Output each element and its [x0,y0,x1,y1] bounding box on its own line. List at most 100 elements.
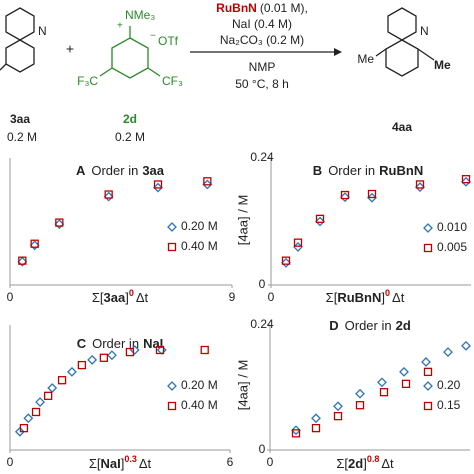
data-point [367,189,377,199]
title-compound: 3aa [142,163,164,178]
data-point [99,353,109,362]
label-part: Δt [139,456,152,471]
atom-label: CF₃ [162,74,183,88]
data-point [401,379,411,389]
panel-title: B Order in RuBnN [313,163,423,178]
compound-label: 4aa [392,120,412,134]
label-exponent: 0.3 [124,454,137,464]
data-point [461,176,471,187]
panel-letter: A [76,163,86,178]
x-tick-label: 0 [268,290,275,304]
catalyst: RuBnN [216,1,257,15]
data-point [87,354,98,365]
x-tick-label: 0 [267,455,274,469]
data-point [67,366,77,377]
panel-title: D Order in 2d [329,318,411,333]
data-point [55,218,64,227]
legend-marker [423,223,433,233]
label-exponent: 0 [129,288,134,298]
panel-title: A Order in 3aa [76,163,165,178]
data-point [47,383,58,393]
data-point [54,219,65,230]
legend-label: 0.005 [437,240,467,254]
data-point [31,407,41,417]
data-point [355,401,365,410]
y-tick-label: 0 [259,277,266,291]
data-point [333,401,343,412]
data-point [461,175,471,184]
legend-label: 0.40 M [181,239,218,253]
data-point [153,182,163,193]
x-tick-label: 6 [227,455,234,469]
bond [99,67,113,77]
chart-panel: 000.24 D Order in 2dΣ[2d]0.8 Δt[4aa] / M 0.20… [235,317,471,471]
title-text: Order in [345,318,392,333]
legend-label: 0.20 M [181,378,218,392]
data-point [415,180,425,189]
x-axis-label: Σ[2d]0.8 Δt [336,454,394,471]
bond [147,67,161,77]
y-tick-label: 0.24 [250,317,274,331]
legend-label: 0.15 [437,398,461,412]
label-part: ] [363,456,367,471]
data-point [315,216,325,227]
charge: + [117,21,123,32]
bond [417,48,435,61]
y-tick-label: 0 [259,442,266,456]
label-part: 3aa [104,290,126,305]
x-tick-label: 0 [7,455,14,469]
data-point [30,239,39,248]
legend-marker [167,242,177,252]
data-point [355,388,365,399]
solvent: NMP [249,60,276,74]
data-point [29,240,40,251]
y-tick-label: 0.24 [250,150,274,164]
data-point [153,180,163,189]
data-point [19,423,29,433]
panel-letter: B [313,163,322,178]
data-point [57,376,67,385]
legend-marker [423,243,433,253]
title-text: Order in [92,336,139,351]
label-part: ] [381,290,385,305]
label-part: Δt [136,290,149,305]
label-part: Σ[ [336,456,348,471]
x-axis-label: Σ[NaI]0.3 Δt [89,454,152,471]
title-compound: 2d [396,318,411,333]
label-part: Δt [381,456,394,471]
data-point [340,190,350,200]
data-point [423,367,433,377]
phenyl-ring [5,39,35,73]
data-point [311,413,321,424]
compound-label: 2d [123,112,137,126]
legend-marker [423,381,433,391]
data-point [399,366,409,377]
data-point [379,388,389,397]
data-point [200,345,209,355]
title-compound: NaI [143,336,163,351]
data-point [107,350,117,361]
data-point [291,429,301,438]
data-point [377,377,387,388]
bond [375,48,387,57]
title-text: Order in [328,163,375,178]
label-part: ] [121,456,125,471]
catalyst-amount: (0.01 M), [260,1,308,15]
data-point [125,347,135,357]
label-part: Σ[ [92,290,104,305]
label-part: ] [125,290,129,305]
title-compound: RuBnN [379,163,423,178]
legend-label: 0.010 [437,220,467,234]
data-point [340,192,350,203]
atom-label: F₃C [77,74,98,88]
data-point [35,397,45,408]
data-point [291,425,301,436]
concentration: 0.2 M [115,130,145,144]
conditions: 50 °C, 8 h [235,77,289,91]
data-point [281,256,291,265]
legend-marker [167,401,177,411]
